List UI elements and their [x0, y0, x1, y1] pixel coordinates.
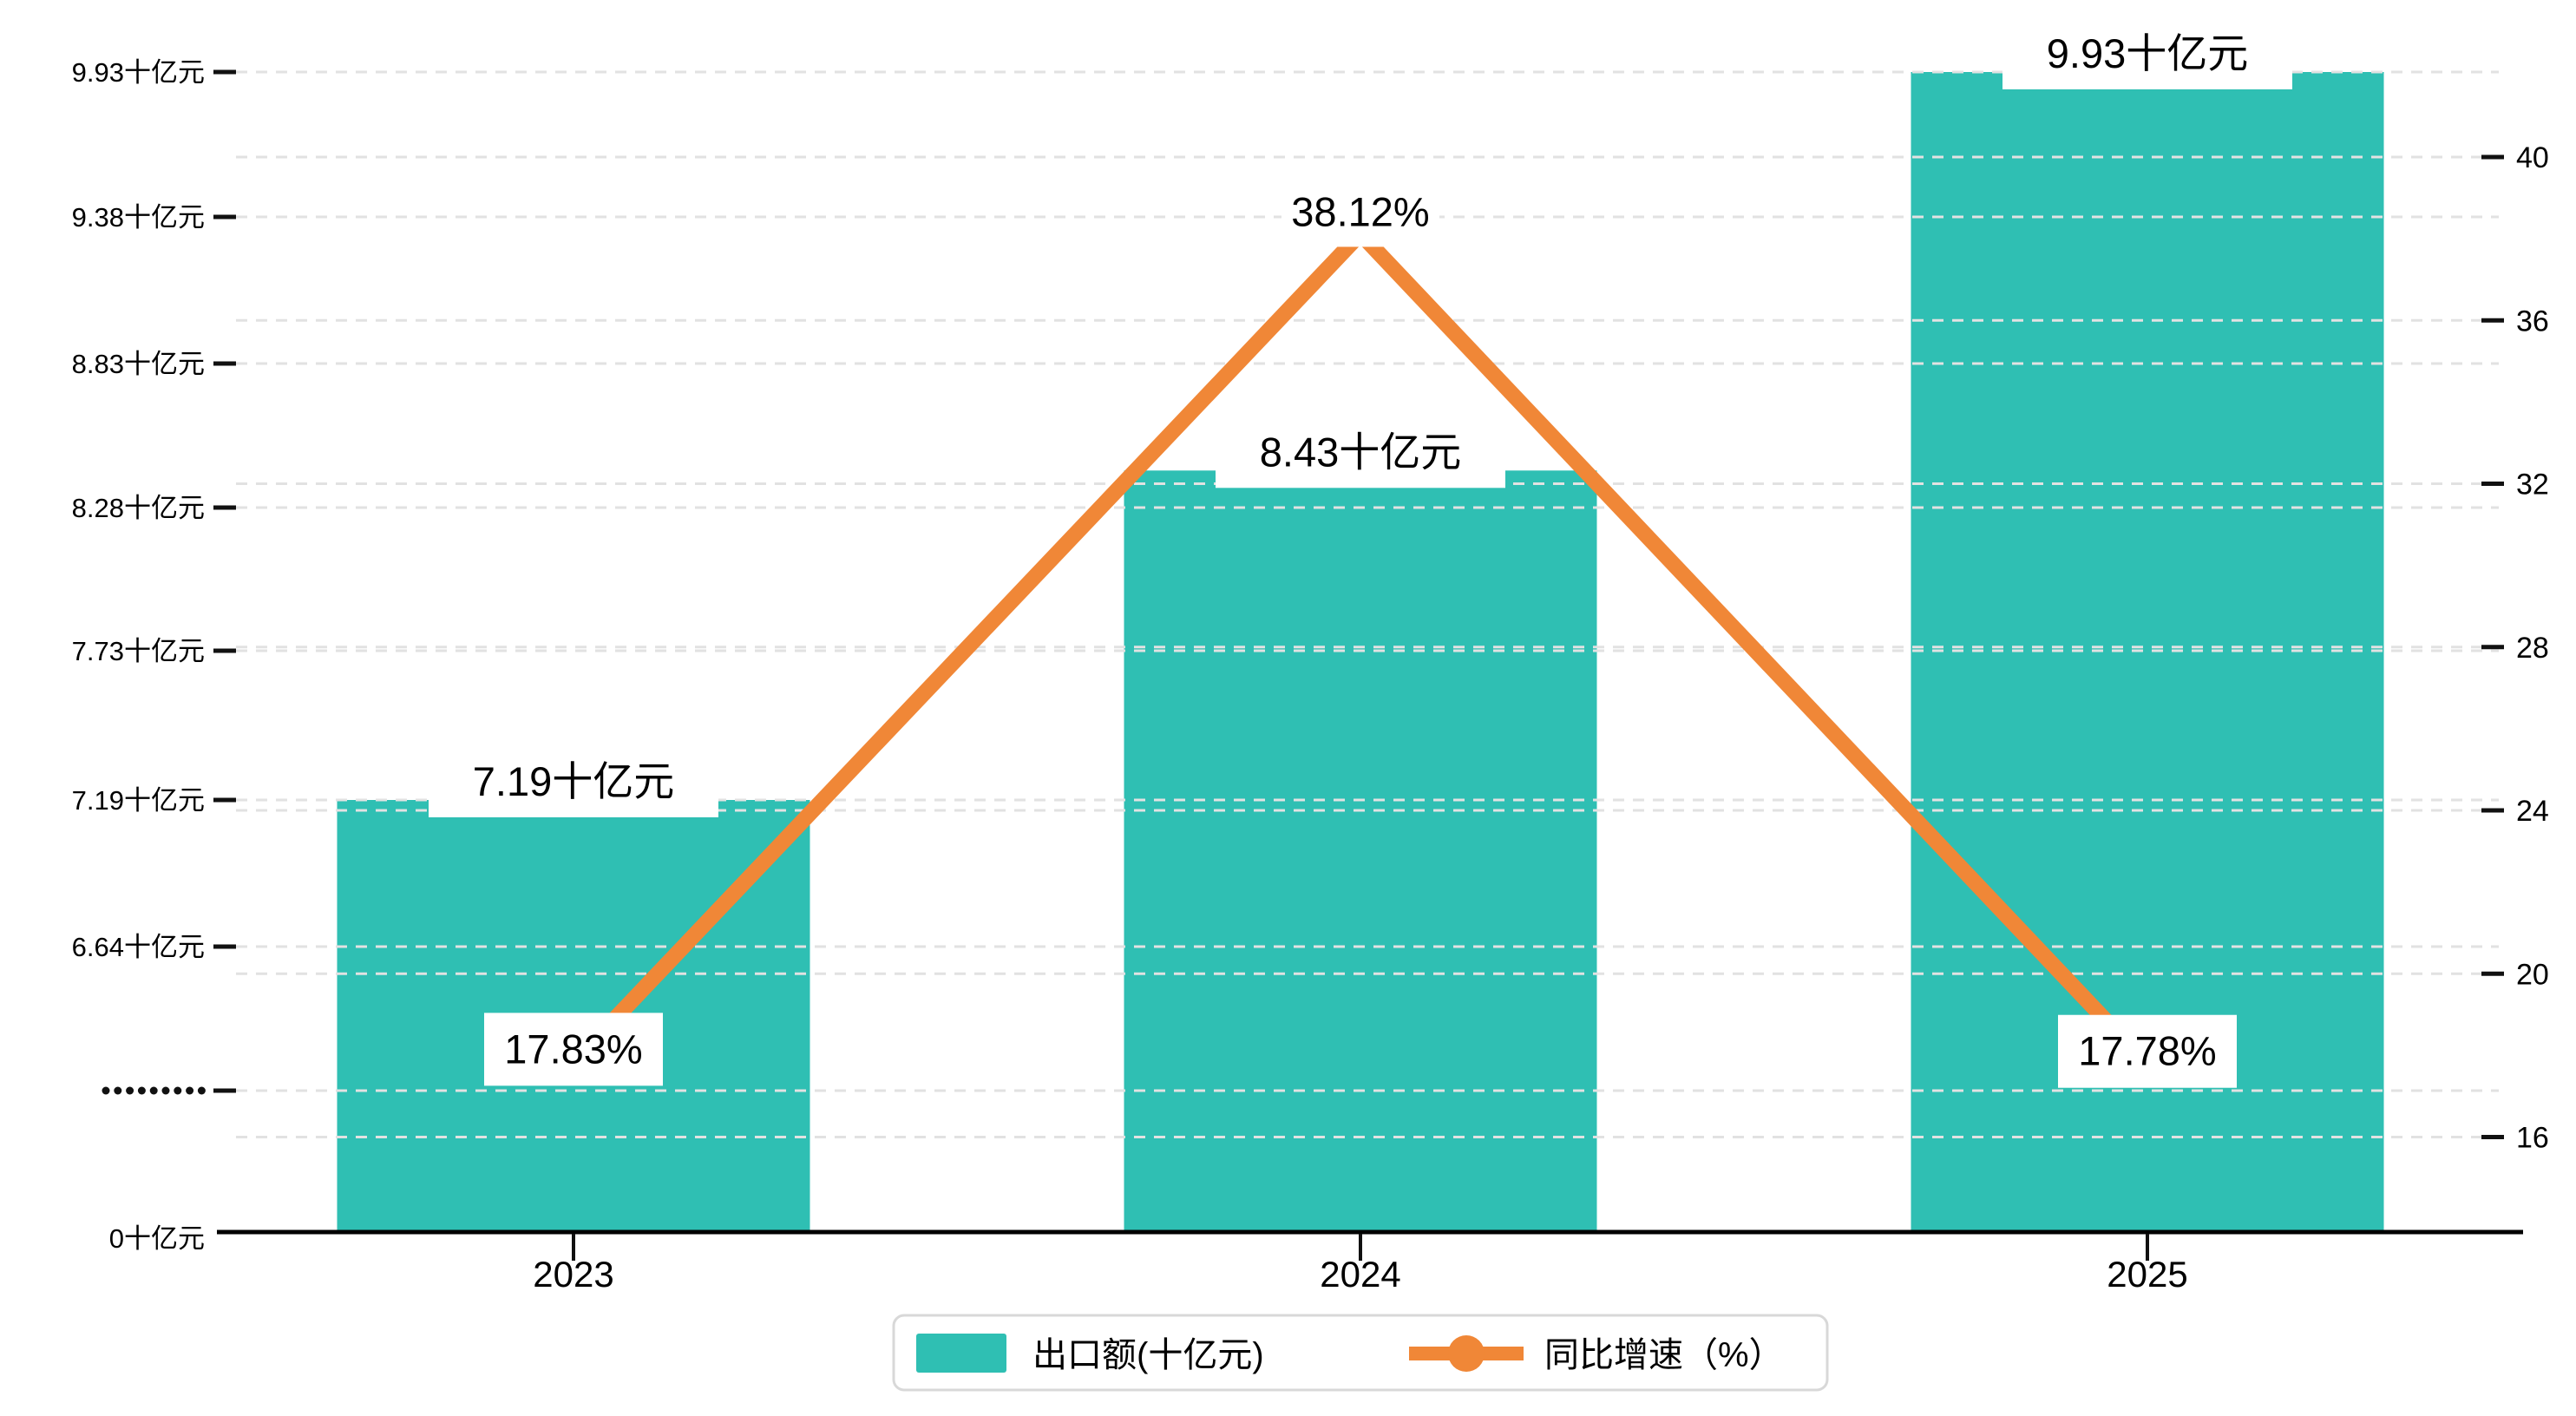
right-axis-label: 36 — [2516, 305, 2549, 338]
left-axis-label: 9.93十亿元 — [72, 57, 205, 88]
axis-break-dots — [186, 1086, 194, 1095]
left-axis-label: 8.28十亿元 — [72, 493, 205, 523]
gridlines — [236, 70, 2499, 1138]
bar-value-label: 7.19十亿元 — [473, 758, 674, 804]
growth-line-segment-0[interactable] — [567, 228, 1367, 1068]
growth-line-segment-1[interactable] — [1354, 228, 2153, 1070]
growth-value-label-bg — [2058, 1014, 2237, 1088]
axis-break-dots — [149, 1086, 158, 1095]
left-axis-label: 9.38十亿元 — [72, 202, 205, 233]
growth-value-label: 17.78% — [2078, 1028, 2216, 1074]
left-axis-label: 7.73十亿元 — [72, 636, 205, 666]
legend: 出口额(十亿元) 同比增速（%） — [892, 1314, 1829, 1392]
axis-break-dots — [126, 1086, 134, 1095]
axis-break-dots — [114, 1086, 122, 1095]
axis-break-dots — [137, 1086, 146, 1095]
right-axis-label: 20 — [2516, 958, 2549, 991]
bar-2024[interactable] — [1124, 470, 1597, 1234]
legend-box — [892, 1314, 1829, 1392]
axes: 9.93十亿元 9.38十亿元 8.83十亿元 8.28十亿元 7.73十亿元 7.19十… — [72, 57, 2549, 1295]
bar-value-label-bg — [2002, 18, 2292, 89]
legend-item-label: 同比增速（%） — [1544, 1336, 1784, 1374]
right-axis-label: 40 — [2516, 141, 2549, 174]
growth-value-label-bg — [1281, 177, 1439, 247]
left-axis-label: 7.19十亿元 — [72, 785, 205, 816]
growth-value-label: 17.83% — [504, 1026, 642, 1072]
line-series — [567, 228, 2153, 1070]
bar-series — [337, 72, 2384, 1234]
bar-value-label-bg — [1216, 416, 1505, 488]
right-axis-label: 24 — [2516, 795, 2549, 828]
bar-value-label: 8.43十亿元 — [1260, 429, 1461, 475]
right-axis-label: 32 — [2516, 469, 2549, 502]
left-axis-label: 0十亿元 — [109, 1223, 205, 1254]
year-label-2024: 2024 — [1320, 1254, 1400, 1295]
bar-value-label-bg — [429, 746, 718, 817]
growth-value-label-bg — [484, 1013, 663, 1086]
left-axis-label: 8.83十亿元 — [72, 349, 205, 379]
bar-swatch-icon — [916, 1334, 1006, 1373]
left-axis-label: 6.64十亿元 — [72, 932, 205, 962]
axis-break-dots — [174, 1086, 182, 1095]
bar-value-label: 9.93十亿元 — [2047, 30, 2248, 76]
year-label-2023: 2023 — [533, 1254, 613, 1295]
right-axis-label: 16 — [2516, 1122, 2549, 1155]
data-labels: 7.19十亿元 8.43十亿元 9.93十亿元 17.83% 38.12% 17.78% — [429, 18, 2292, 1088]
axis-break-dots — [102, 1086, 110, 1095]
right-axis-label: 28 — [2516, 632, 2549, 665]
legend-item-export[interactable]: 出口额(十亿元) — [916, 1334, 1264, 1374]
legend-item-label: 出口额(十亿元) — [1032, 1336, 1264, 1374]
growth-value-label: 38.12% — [1291, 188, 1429, 234]
line-dot-icon — [1448, 1335, 1485, 1372]
legend-item-growth[interactable]: 同比增速（%） — [1409, 1335, 1784, 1374]
axis-break-dots — [161, 1086, 170, 1095]
axis-break-dots — [197, 1086, 206, 1095]
year-label-2025: 2025 — [2107, 1254, 2187, 1295]
